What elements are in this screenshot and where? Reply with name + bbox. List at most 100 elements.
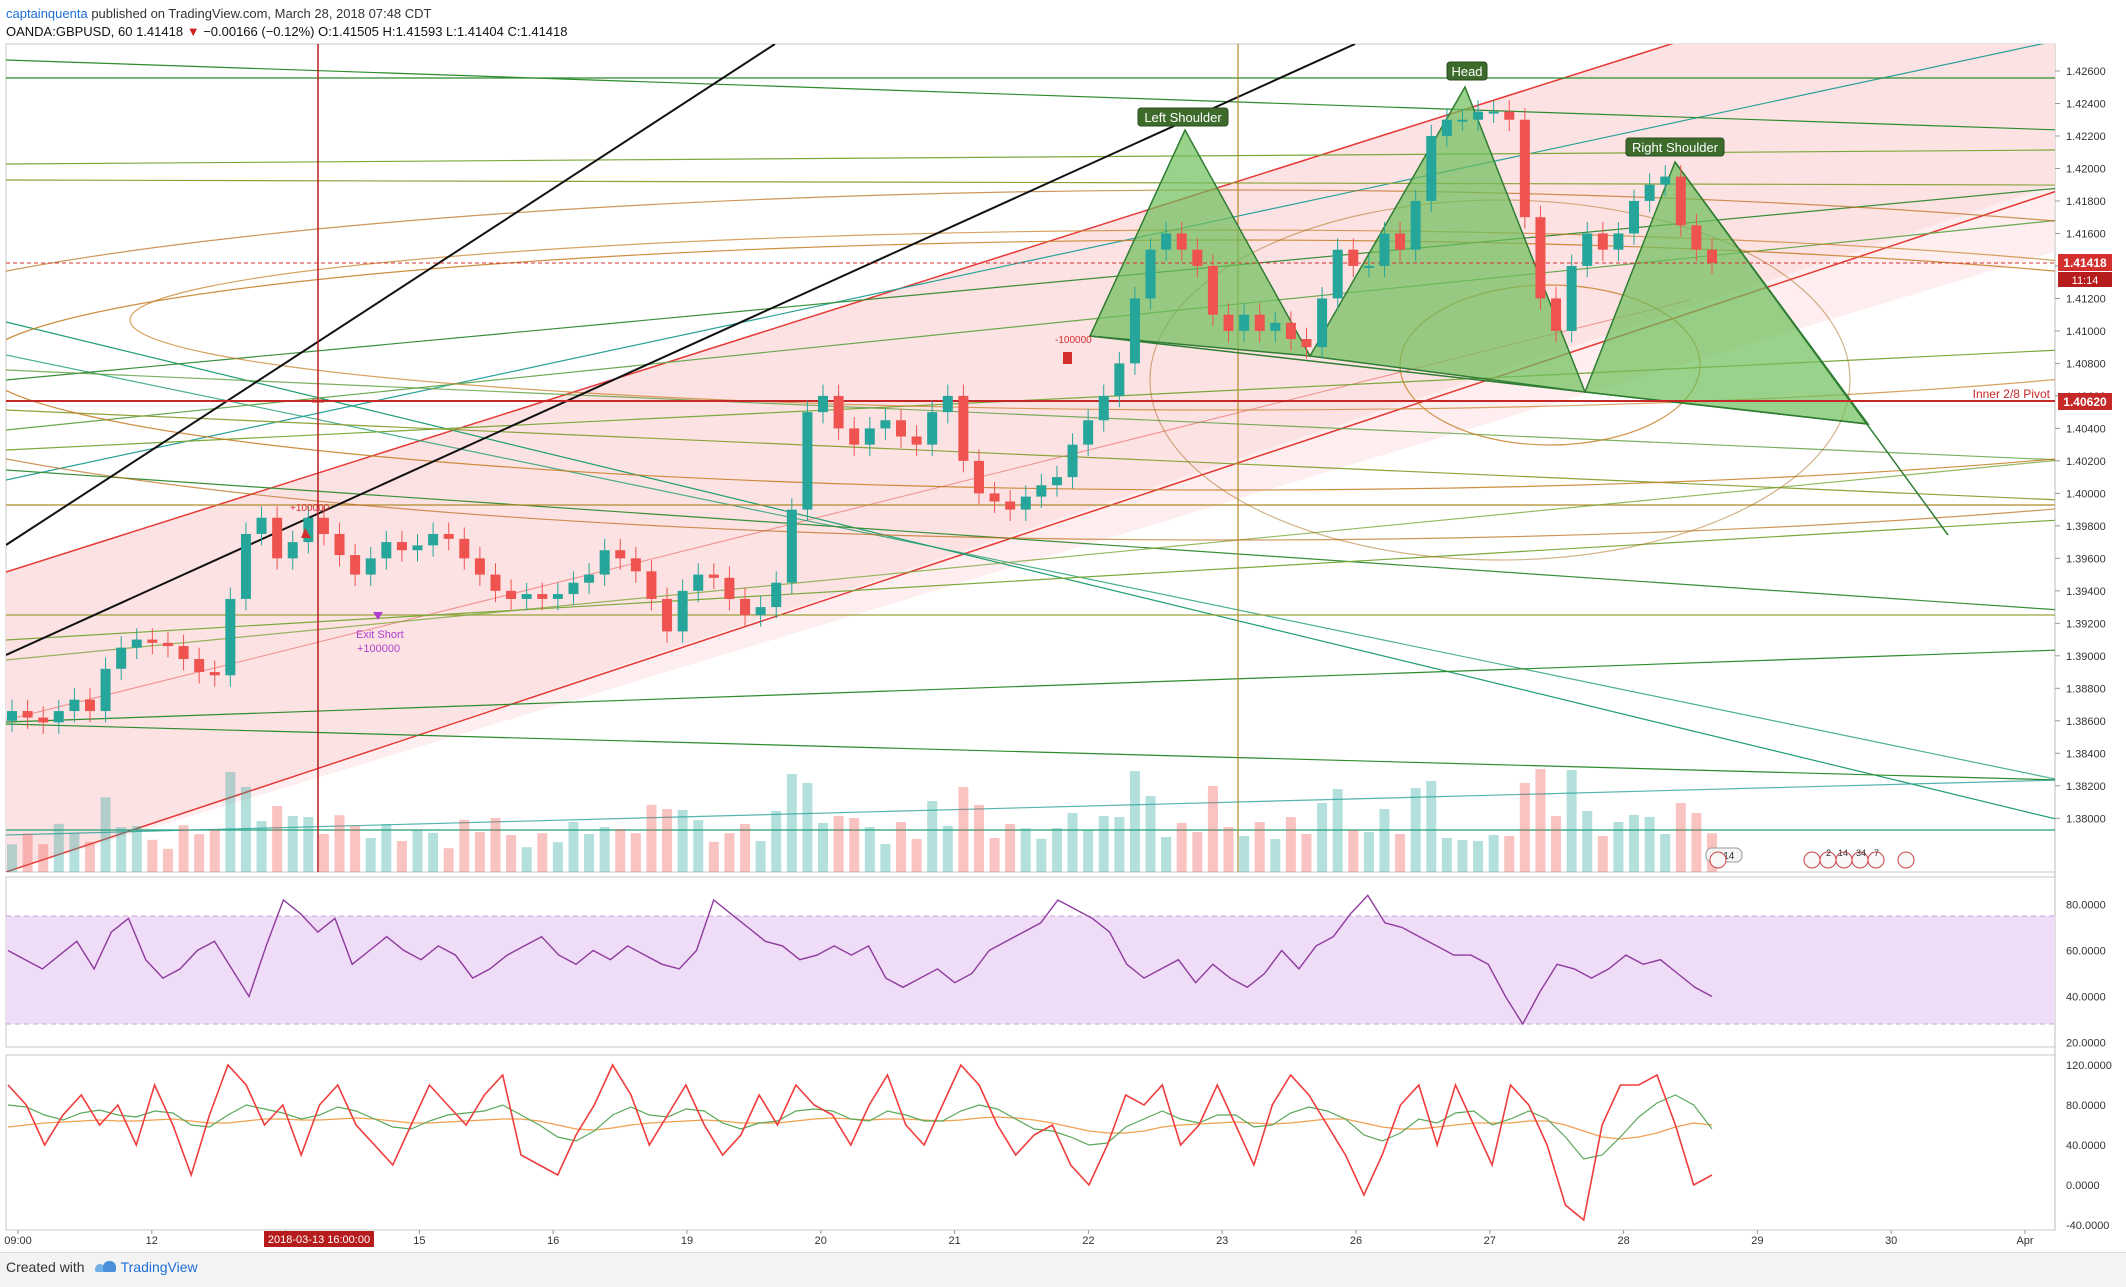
rsi-line (7, 894, 1713, 1026)
volume-bar (1488, 835, 1499, 872)
candle-body (1504, 111, 1515, 120)
candle-body (911, 436, 922, 445)
svg-text:1.41418: 1.41418 (2063, 256, 2107, 270)
publisher-link[interactable]: captainquenta (6, 6, 88, 21)
volume-bar (1176, 823, 1187, 872)
publish-line: captainquenta published on TradingView.c… (6, 6, 431, 21)
volume-bar (1441, 838, 1452, 872)
candle-body (1176, 233, 1187, 250)
rsi-tick-label: 60.0000 (2066, 946, 2106, 958)
candle-body (459, 538, 470, 559)
candle-body (147, 639, 158, 643)
stochastic-axis[interactable]: 120.0000 80.0000 40.0000 0.0000 -40.0000 (2066, 1060, 2112, 1232)
stochastic-panel[interactable] (5, 1054, 2056, 1231)
time-tick-label: 20 (815, 1235, 827, 1247)
volume-bar (396, 841, 407, 872)
candle-body (240, 533, 251, 599)
exit-arrow-icon (373, 612, 383, 620)
candle-body (942, 395, 953, 413)
candle-body (1317, 298, 1328, 348)
tradingview-link[interactable]: TradingView (94, 1259, 198, 1275)
volume-bar (1395, 834, 1406, 872)
candle-body (1067, 444, 1078, 478)
time-tick-label: 28 (1617, 1235, 1629, 1247)
volume-bar (1660, 834, 1671, 872)
candle-body (84, 699, 95, 712)
stochastic-tick-label: 40.0000 (2066, 1140, 2106, 1152)
candle-body (1379, 233, 1390, 266)
candle-body (1098, 395, 1109, 421)
volume-bar (131, 826, 142, 872)
symbol-line: OANDA:GBPUSD, 60 1.41418 ▼ −0.00166 (−0.… (6, 24, 568, 39)
candle-body (537, 594, 548, 599)
volume-bar (350, 825, 361, 872)
candle-body (1223, 314, 1234, 331)
last-price-tag: 1.41418 (2058, 254, 2112, 271)
candle-body (1644, 184, 1655, 201)
time-tick-label: 22 (1082, 1235, 1094, 1247)
channel-middle-line (6, 299, 1691, 721)
price-tick-label: 1.38400 (2066, 748, 2106, 760)
volume-bar (178, 825, 189, 872)
candle-body (1395, 233, 1406, 250)
footer-bar (0, 1252, 2126, 1287)
volume-bar (880, 844, 891, 872)
rsi-tick-label: 80.0000 (2066, 900, 2106, 912)
volume-bar (1254, 822, 1265, 872)
volume-bar (989, 838, 1000, 872)
price-tick-label: 1.41800 (2066, 196, 2106, 208)
symbol-name[interactable]: OANDA:GBPUSD, 60 (6, 24, 133, 39)
volume-bar (1519, 783, 1530, 872)
price-tick-label: 1.39000 (2066, 651, 2106, 663)
volume-bar (755, 841, 766, 872)
candle-body (849, 428, 860, 445)
candle-body (864, 428, 875, 445)
candle-body (786, 509, 797, 583)
price-tick-label: 1.42400 (2066, 98, 2106, 110)
candle-body (927, 412, 938, 445)
price-tick-label: 1.40200 (2066, 456, 2106, 468)
volume-bar (927, 801, 938, 872)
target-line (1674, 161, 1949, 536)
volume-bar (552, 842, 563, 872)
volume-bar (100, 797, 111, 872)
countdown-tag: 11:14 (2058, 272, 2112, 287)
time-tick-label: 21 (948, 1235, 960, 1247)
volume-bar (1317, 803, 1328, 872)
event-badges[interactable]: 2 14 34 7 (1709, 848, 1915, 869)
volume-bar (1629, 815, 1640, 872)
price-axis[interactable]: 1.42600 1.42400 1.42200 1.42000 1.41800 1.416… (2055, 66, 2106, 825)
price-tick-label: 1.41600 (2066, 228, 2106, 240)
time-tick-label: 19 (681, 1235, 693, 1247)
stochastic-tick-label: 0.0000 (2066, 1180, 2100, 1192)
label-left-shoulder: Left Shoulder (1137, 107, 1229, 127)
candle-body (1348, 249, 1359, 266)
volume-bar (818, 823, 829, 872)
candle-body (1629, 200, 1640, 234)
volume-bar (194, 834, 205, 872)
price-tick-label: 1.38600 (2066, 716, 2106, 728)
volume-bar (911, 839, 922, 872)
candle-body (755, 607, 766, 616)
price-tick-label: 1.39400 (2066, 586, 2106, 598)
candle-body (818, 395, 829, 413)
price-tick-label: 1.41000 (2066, 326, 2106, 338)
volume-bar (7, 844, 17, 872)
volume-bar (1005, 824, 1016, 872)
entry-arrow-icon (301, 528, 311, 538)
rsi-axis[interactable]: 80.0000 60.0000 40.0000 20.0000 (2066, 900, 2106, 1050)
volume-bar (1051, 828, 1062, 872)
volume-bar (521, 847, 532, 872)
stochastic-tick-label: 120.0000 (2066, 1060, 2112, 1072)
time-tick-label: 27 (1484, 1235, 1496, 1247)
candle-body (1535, 217, 1546, 299)
trade-label-entry: +100000 (290, 503, 330, 514)
candle-body (1020, 496, 1031, 510)
svg-text:14: 14 (1838, 848, 1848, 858)
time-tick-label: Apr (2016, 1235, 2033, 1247)
volume-bar (1098, 816, 1109, 872)
svg-text:34: 34 (1856, 848, 1866, 858)
candle-body (350, 555, 361, 575)
volume-bar (1426, 781, 1437, 872)
